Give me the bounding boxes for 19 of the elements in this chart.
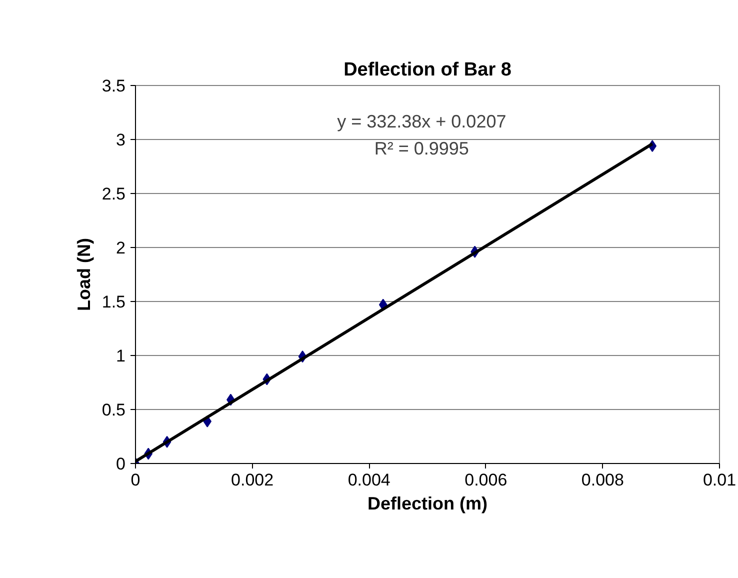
annotation: y = 332.38x + 0.0207 xyxy=(337,111,506,132)
x-tick-label: 0.004 xyxy=(348,470,390,490)
y-tick-label: 1.5 xyxy=(102,292,126,312)
x-tick-label: 0.002 xyxy=(231,470,274,490)
x-tick-label: 0.008 xyxy=(581,470,624,490)
x-tick-label: 0.006 xyxy=(464,470,508,490)
y-tick-label: 2 xyxy=(116,238,126,258)
y-tick-label: 3 xyxy=(116,130,126,150)
x-tick-label: 0.01 xyxy=(702,470,736,490)
x-tick-label: 0 xyxy=(130,470,140,490)
y-tick-label: 0 xyxy=(116,454,126,474)
y-tick-label: 1 xyxy=(116,346,126,366)
annotation: R² = 0.9995 xyxy=(374,138,469,159)
y-tick-label: 0.5 xyxy=(102,400,126,420)
y-axis-title: Load (N) xyxy=(74,238,94,311)
chart-title: Deflection of Bar 8 xyxy=(344,60,512,80)
x-axis-title: Deflection (m) xyxy=(367,494,488,514)
y-tick-label: 2.5 xyxy=(102,184,126,204)
y-tick-label: 3.5 xyxy=(102,76,126,96)
